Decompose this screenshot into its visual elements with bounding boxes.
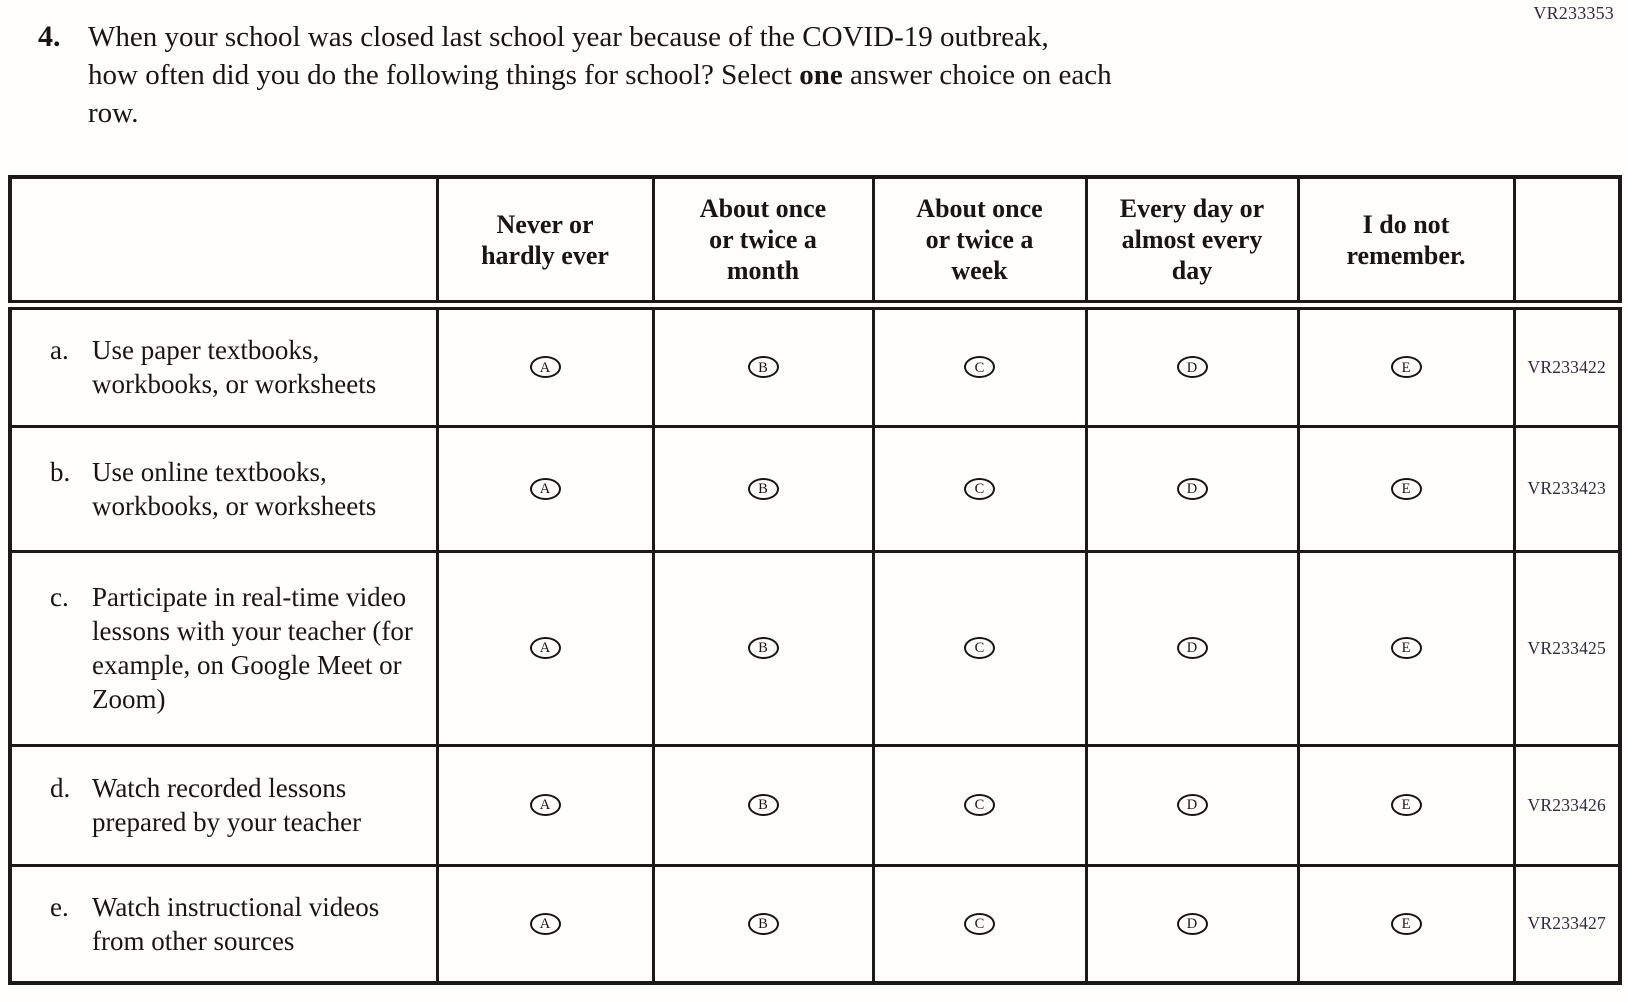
table-row-d: d. Watch recorded lessons prepared by you… xyxy=(8,743,1622,867)
question-line-3: row. xyxy=(88,97,139,129)
answer-bubble-B[interactable]: B xyxy=(747,912,779,935)
row-d-cell-B: B xyxy=(651,743,875,867)
row-letter: d. xyxy=(50,773,71,803)
row-d-cell-C: C xyxy=(871,743,1088,867)
row-label: Use online textbooks, workbooks, or work… xyxy=(92,456,377,521)
answer-bubble-A[interactable]: A xyxy=(529,794,561,816)
row-letter: c. xyxy=(50,582,69,612)
table-row-a: a. Use paper textbooks, workbooks, or wor… xyxy=(8,303,1622,428)
table-row-b: b. Use online textbooks, workbooks, or wo… xyxy=(8,424,1622,553)
row-e-cell-B: B xyxy=(651,863,875,985)
answer-bubble-B[interactable]: B xyxy=(747,637,779,659)
row-a-cell-B: B xyxy=(651,303,875,428)
header-row: Never or hardly ever About once or twice… xyxy=(8,175,1622,310)
answer-bubble-B[interactable]: B xyxy=(747,794,779,816)
answer-bubble-B[interactable]: B xyxy=(747,356,779,379)
question-line-1: When your school was closed last school … xyxy=(88,21,1049,53)
row-d-code: VR233426 xyxy=(1512,743,1622,867)
row-b-cell-B: B xyxy=(651,424,875,553)
row-a-cell-D: D xyxy=(1084,303,1300,428)
answer-bubble-C[interactable]: C xyxy=(964,794,995,816)
row-c-cell-C: C xyxy=(871,549,1088,747)
answer-bubble-D[interactable]: D xyxy=(1176,794,1208,816)
row-c-label-cell: c. Participate in real-time video lessons… xyxy=(8,549,439,747)
header-blank xyxy=(8,175,439,310)
header-about-once-week: About once or twice a week xyxy=(871,175,1088,310)
row-e-cell-D: D xyxy=(1084,863,1300,985)
answer-bubble-E[interactable]: E xyxy=(1390,477,1422,500)
row-letter: e. xyxy=(50,891,69,922)
question-block: 4. When your school was closed last scho… xyxy=(38,18,1378,132)
row-b-cell-A: A xyxy=(435,424,655,553)
answer-bubble-B[interactable]: B xyxy=(747,477,779,500)
header-every-day: Every day or almost every day xyxy=(1084,175,1300,310)
row-e-cell-E: E xyxy=(1296,863,1516,985)
row-e-label-cell: e. Watch instructional videos from other … xyxy=(8,863,439,985)
answer-bubble-C[interactable]: C xyxy=(964,912,995,935)
row-a-cell-C: C xyxy=(871,303,1088,428)
answer-bubble-A[interactable]: A xyxy=(529,637,561,659)
row-c-cell-D: D xyxy=(1084,549,1300,747)
row-c-cell-B: B xyxy=(651,549,875,747)
answer-bubble-E[interactable]: E xyxy=(1390,912,1422,935)
row-label: Use paper textbooks, workbooks, or works… xyxy=(92,335,377,400)
row-a-cell-E: E xyxy=(1296,303,1516,428)
question-line-2: how often did you do the following thing… xyxy=(88,59,1112,91)
answer-bubble-C[interactable]: C xyxy=(964,477,995,500)
header-never-or-hardly-ever: Never or hardly ever xyxy=(435,175,655,310)
row-c-code: VR233425 xyxy=(1512,549,1622,747)
row-e-code: VR233427 xyxy=(1512,863,1622,985)
table-row-c: c. Participate in real-time video lessons… xyxy=(8,549,1622,747)
row-a-code: VR233422 xyxy=(1512,303,1622,428)
header-do-not-remember: I do not remember. xyxy=(1296,175,1516,310)
answer-bubble-D[interactable]: D xyxy=(1176,912,1208,935)
row-a-cell-A: A xyxy=(435,303,655,428)
answer-bubble-A[interactable]: A xyxy=(529,356,561,379)
row-e-cell-C: C xyxy=(871,863,1088,985)
bold-one: one xyxy=(799,59,843,91)
row-label: Participate in real-time video lessons w… xyxy=(92,582,413,714)
question-number: 4. xyxy=(38,20,61,53)
question-text: When your school was closed last school … xyxy=(88,18,1112,132)
row-c-cell-E: E xyxy=(1296,549,1516,747)
header-code-blank xyxy=(1512,175,1622,310)
answer-bubble-D[interactable]: D xyxy=(1176,477,1208,500)
row-a-label-cell: a. Use paper textbooks, workbooks, or wor… xyxy=(8,303,439,428)
answer-bubble-C[interactable]: C xyxy=(964,637,995,659)
row-b-cell-C: C xyxy=(871,424,1088,553)
row-letter: a. xyxy=(50,335,69,366)
answer-bubble-D[interactable]: D xyxy=(1176,637,1208,659)
response-grid: Never or hardly ever About once or twice… xyxy=(8,175,1622,985)
answer-bubble-E[interactable]: E xyxy=(1390,356,1422,379)
table-row-e: e. Watch instructional videos from other … xyxy=(8,863,1622,985)
answer-bubble-C[interactable]: C xyxy=(964,356,995,379)
row-e-cell-A: A xyxy=(435,863,655,985)
answer-bubble-A[interactable]: A xyxy=(529,477,561,500)
row-b-cell-D: D xyxy=(1084,424,1300,553)
row-d-cell-E: E xyxy=(1296,743,1516,867)
row-b-label-cell: b. Use online textbooks, workbooks, or wo… xyxy=(8,424,439,553)
answer-bubble-E[interactable]: E xyxy=(1390,637,1422,659)
header-about-once-month: About once or twice a month xyxy=(651,175,875,310)
row-d-cell-D: D xyxy=(1084,743,1300,867)
row-b-code: VR233423 xyxy=(1512,424,1622,553)
answer-bubble-A[interactable]: A xyxy=(529,912,561,935)
row-letter: b. xyxy=(50,456,71,487)
row-label: Watch instructional videos from other so… xyxy=(92,891,380,956)
row-c-cell-A: A xyxy=(435,549,655,747)
row-d-label-cell: d. Watch recorded lessons prepared by you… xyxy=(8,743,439,867)
form-code-top-right: VR233353 xyxy=(1533,3,1614,23)
answer-bubble-D[interactable]: D xyxy=(1176,356,1208,379)
row-label: Watch recorded lessons prepared by your … xyxy=(92,773,362,837)
row-d-cell-A: A xyxy=(435,743,655,867)
row-b-cell-E: E xyxy=(1296,424,1516,553)
answer-bubble-E[interactable]: E xyxy=(1390,794,1422,816)
